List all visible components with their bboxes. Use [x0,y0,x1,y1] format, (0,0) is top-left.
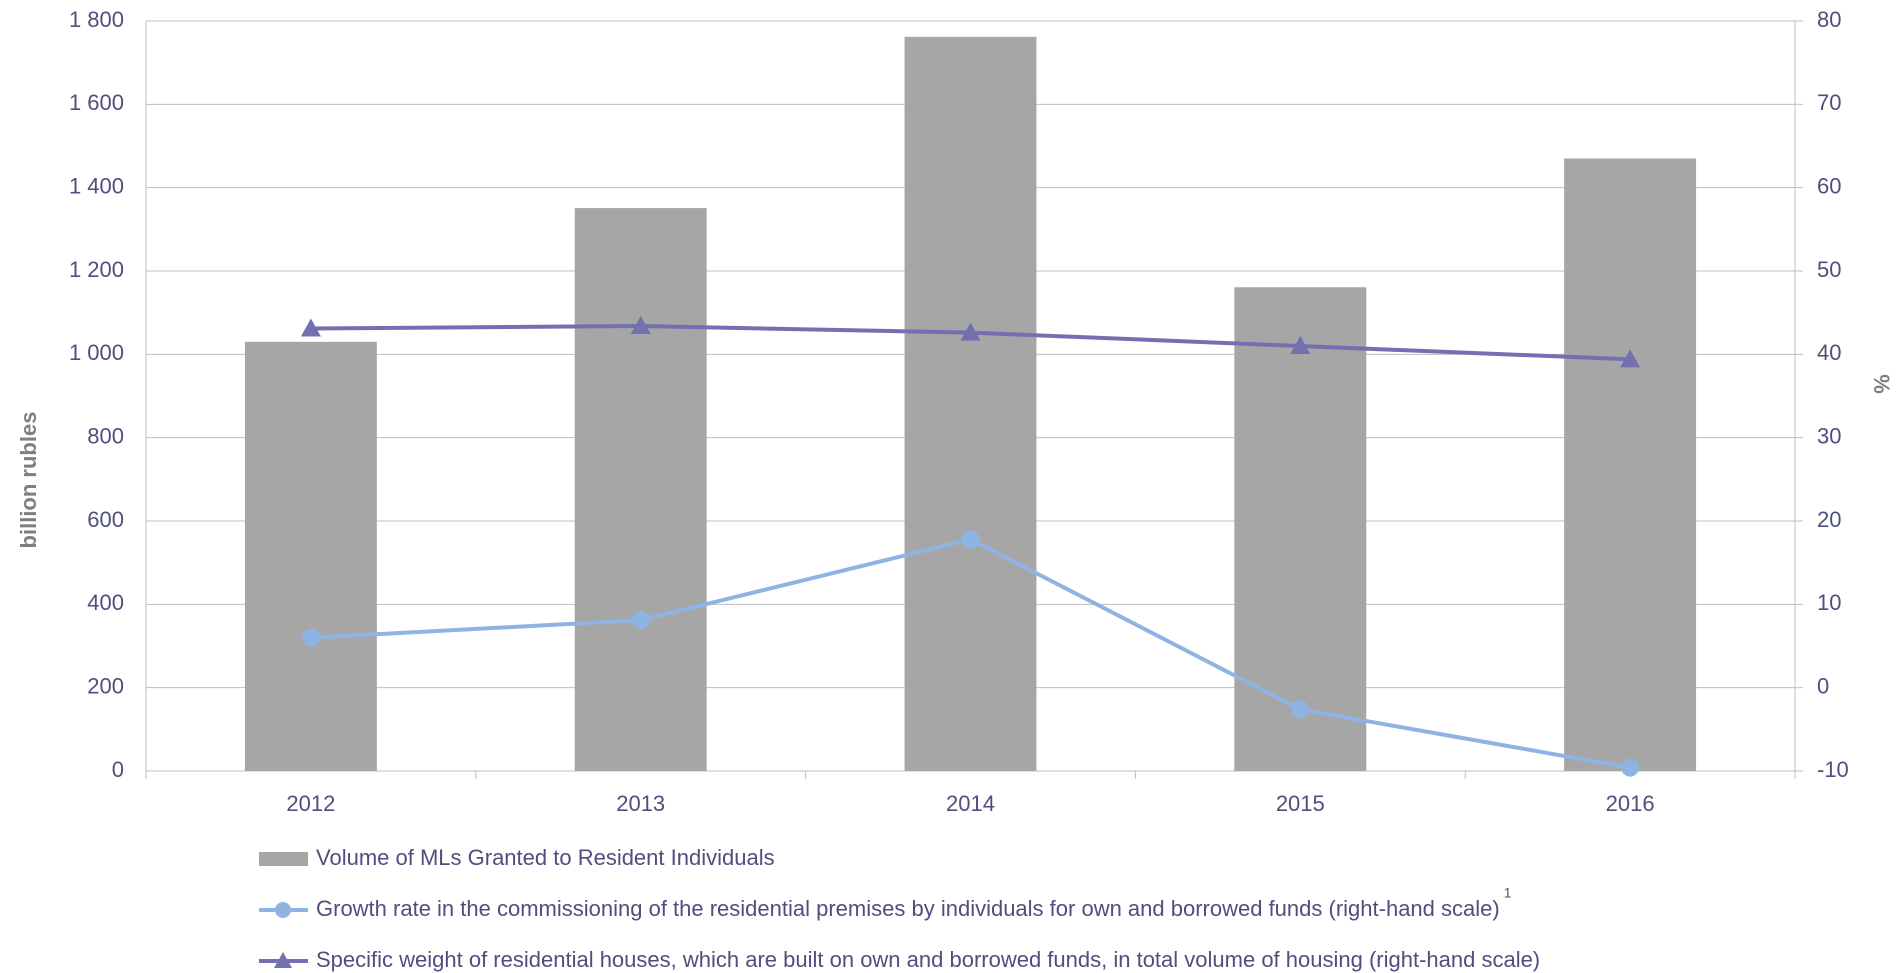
y-tick-label: 800 [87,423,124,448]
bar [904,36,1037,772]
y-tick-label: 1 600 [69,90,124,115]
y2-tick-label: 20 [1817,507,1841,532]
legend-label: Growth rate in the commissioning of the … [316,896,1500,921]
y-tick-label: 400 [87,590,124,615]
x-tick-label: 2016 [1606,791,1655,816]
legend-label: Volume of MLs Granted to Resident Indivi… [316,845,775,870]
line-marker [961,530,980,549]
y-tick-label: 0 [112,757,124,782]
legend-footnote: 1 [1504,885,1512,901]
y2-tick-label: 40 [1817,340,1841,365]
y-tick-label: 1 200 [69,257,124,282]
y2-tick-label: -10 [1817,757,1849,782]
line-marker [630,316,651,334]
line-marker [1290,336,1311,354]
line-marker [1620,349,1641,368]
line-marker [960,322,981,341]
y-tick-label: 1 000 [69,340,124,365]
y2-tick-label: 80 [1817,7,1841,32]
legend-marker [275,902,291,918]
legend-swatch [259,852,308,866]
y-tick-label: 600 [87,507,124,532]
y2-tick-label: 50 [1817,257,1841,282]
y-tick-label: 1 400 [69,173,124,198]
legend-marker [274,952,292,968]
line-marker [1621,758,1640,777]
y2-tick-label: 0 [1817,673,1829,698]
line-marker [631,611,650,630]
bar [1234,287,1367,771]
y2-tick-label: 10 [1817,590,1841,615]
y-axis-title: billion rubles [16,412,41,549]
bar [574,208,707,772]
y2-tick-label: 60 [1817,173,1841,198]
y2-tick-label: 70 [1817,90,1841,115]
line-marker [1291,700,1310,719]
y2-axis-title: % [1869,374,1894,394]
x-tick-label: 2013 [616,791,665,816]
x-tick-label: 2015 [1276,791,1325,816]
bar [1564,158,1697,771]
bar [244,341,377,771]
y-tick-label: 1 800 [69,7,124,32]
legend-label: Specific weight of residential houses, w… [316,947,1540,972]
x-tick-label: 2012 [286,791,335,816]
y-tick-label: 200 [87,673,124,698]
line-marker [300,318,321,337]
y2-tick-label: 30 [1817,423,1841,448]
x-tick-label: 2014 [946,791,995,816]
line-marker [301,628,320,647]
